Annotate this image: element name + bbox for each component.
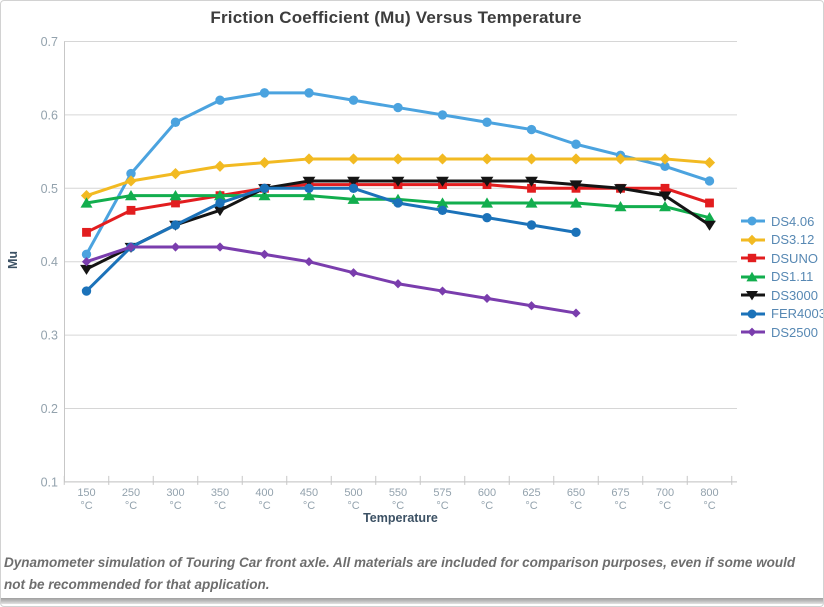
legend-label: DS4.06 <box>771 213 815 229</box>
legend-marker-icon <box>741 327 765 337</box>
legend-marker-icon <box>741 234 765 245</box>
y-tick-label: 0.2 <box>41 402 58 416</box>
series-DS4.06 <box>81 88 715 260</box>
legend-label: DS3000 <box>771 287 818 303</box>
x-tick-label: 650 °C <box>567 487 585 512</box>
legend-item-FER4003[interactable]: FER4003 <box>740 305 824 324</box>
series-FER4003 <box>81 183 581 296</box>
legend-label: DSUNO <box>771 250 818 266</box>
y-tick-label: 0.7 <box>41 35 58 49</box>
legend-label: DS2500 <box>771 324 818 340</box>
x-tick-label: 700 °C <box>656 487 674 512</box>
x-tick-label: 625 °C <box>522 487 540 512</box>
legend-marker-icon <box>741 291 765 301</box>
legend-marker-icon <box>741 271 765 282</box>
legend-marker-icon <box>741 254 765 263</box>
y-tick-label: 0.5 <box>41 182 58 196</box>
legend-item-DS2500[interactable]: DS2500 <box>740 323 823 342</box>
legend-marker-icon <box>741 309 765 319</box>
x-tick-label: 500 °C <box>344 487 362 512</box>
legend-marker-icon <box>741 216 765 226</box>
legend-item-DS1.11[interactable]: DS1.11 <box>740 268 823 287</box>
x-tick-label: 150 °C <box>77 487 95 512</box>
x-tick-label: 450 °C <box>300 487 318 512</box>
x-tick-label: 800 °C <box>700 487 718 512</box>
grid-lines: 0.7 0.6 0.5 0.4 0.3 0.2 0.1 <box>41 35 737 489</box>
y-tick-label: 0.1 <box>41 475 58 489</box>
x-tick-label: 400 °C <box>255 487 273 512</box>
legend-item-DSUNO[interactable]: DSUNO <box>740 249 823 268</box>
chart-caption: Dynamometer simulation of Touring Car fr… <box>4 555 796 592</box>
x-axis-title: Temperature <box>363 511 438 525</box>
legend-item-DS3000[interactable]: DS3000 <box>740 286 823 305</box>
line-chart: 0.7 0.6 0.5 0.4 0.3 0.2 0.1 150 °C 250 °C 300 °C 350 °… <box>41 35 737 512</box>
legend-item-DS3.12[interactable]: DS3.12 <box>740 231 823 250</box>
x-tick-label: 300 °C <box>166 487 184 512</box>
chart-legend: DS4.06 DS3.12 DSUNO DS1.11 DS3000 FER4003 DS25… <box>740 212 824 342</box>
legend-label: DS3.12 <box>771 232 815 248</box>
series-DS3.12 <box>80 153 716 202</box>
axes <box>63 41 737 485</box>
legend-label: FER4003 <box>771 306 824 322</box>
x-tick-labels: 150 °C 250 °C 300 °C 350 °C 400 °C 450 °C 500 °C 550 °C… <box>77 487 718 512</box>
y-axis-title: Mu <box>6 250 20 270</box>
legend-label: DS1.11 <box>771 269 814 285</box>
x-tick-label: 600 °C <box>478 487 496 512</box>
x-tick-label: 350 °C <box>211 487 229 512</box>
x-tick-label: 575 °C <box>433 487 451 512</box>
legend-item-DS4.06[interactable]: DS4.06 <box>740 212 823 231</box>
x-tick-label: 675 °C <box>611 487 629 512</box>
y-tick-label: 0.6 <box>41 108 58 122</box>
y-tick-label: 0.4 <box>41 255 58 269</box>
series-DS2500 <box>81 242 581 318</box>
x-tick-label: 250 °C <box>122 487 140 512</box>
bottom-divider <box>1 598 823 604</box>
y-tick-label: 0.3 <box>41 329 58 343</box>
chart-title: Friction Coefficient (Mu) Versus Tempera… <box>210 8 582 27</box>
x-tick-label: 550 °C <box>389 487 407 512</box>
